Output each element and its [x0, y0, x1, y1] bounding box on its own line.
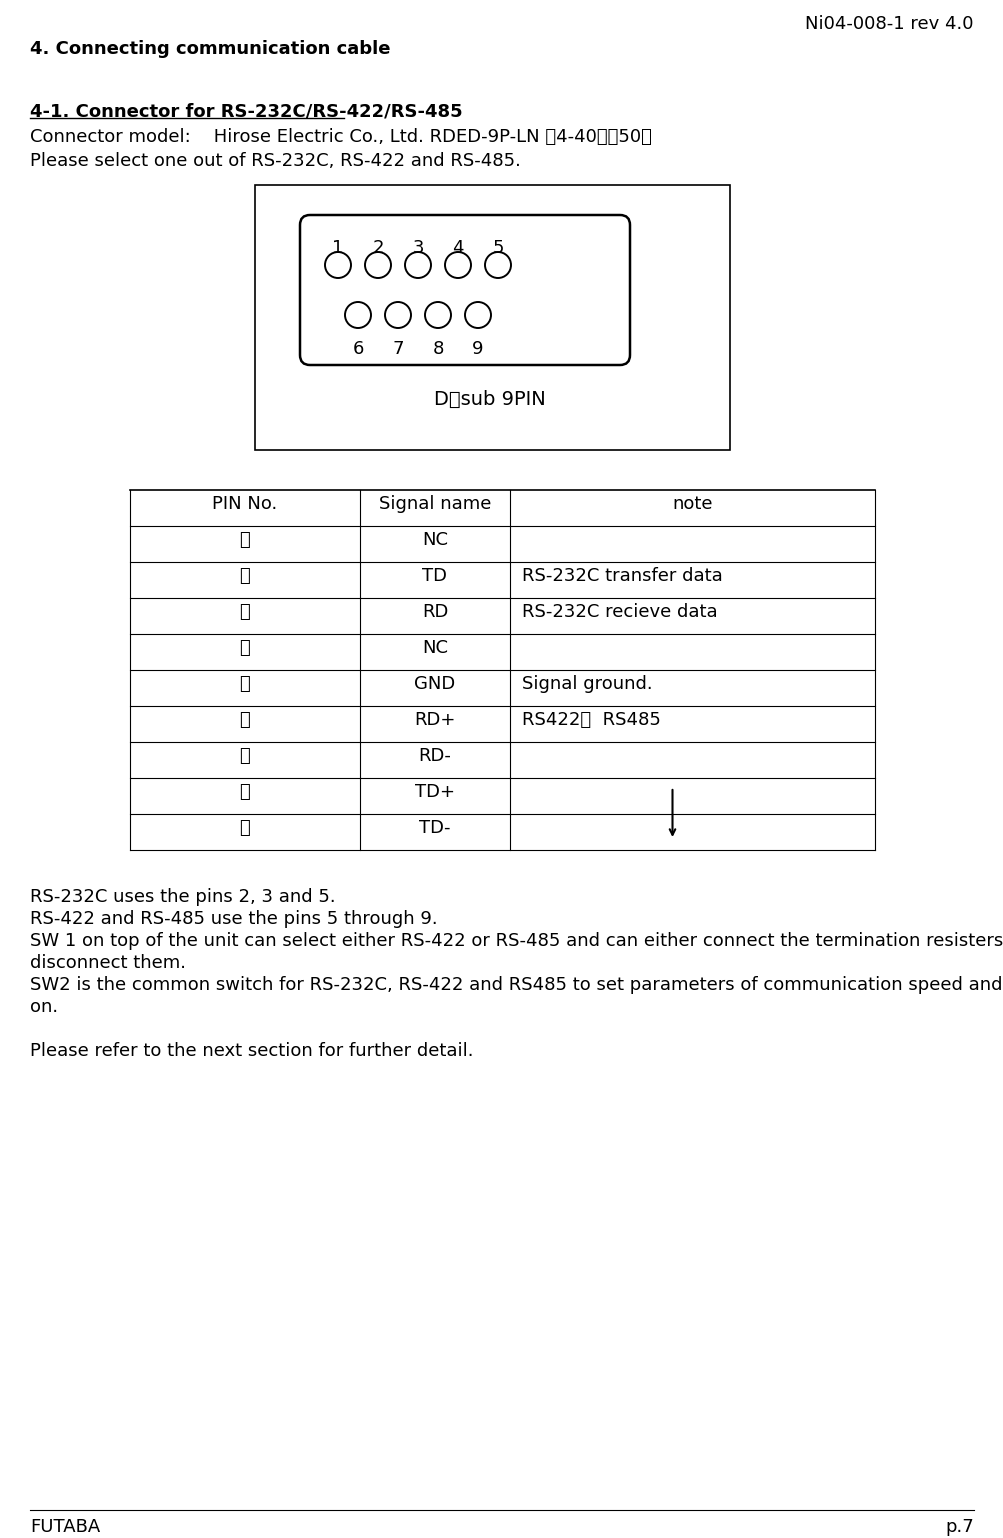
Text: disconnect them.: disconnect them. — [30, 954, 186, 972]
Text: D－sub 9PIN: D－sub 9PIN — [433, 391, 546, 409]
Text: 4: 4 — [451, 238, 463, 257]
Text: SW 1 on top of the unit can select either RS-422 or RS-485 and can either connec: SW 1 on top of the unit can select eithe… — [30, 932, 1003, 950]
Text: TD+: TD+ — [414, 783, 454, 801]
Text: RD+: RD+ — [414, 711, 455, 729]
Text: FUTABA: FUTABA — [30, 1518, 100, 1536]
Text: ２: ２ — [240, 568, 250, 584]
Text: １: １ — [240, 531, 250, 549]
Text: RS-232C uses the pins 2, 3 and 5.: RS-232C uses the pins 2, 3 and 5. — [30, 887, 335, 906]
Text: NC: NC — [421, 531, 447, 549]
Text: Signal ground.: Signal ground. — [522, 675, 652, 694]
Text: RS-232C transfer data: RS-232C transfer data — [522, 568, 722, 584]
Text: ３: ３ — [240, 603, 250, 621]
Text: 4. Connecting communication cable: 4. Connecting communication cable — [30, 40, 390, 58]
Text: RS-422 and RS-485 use the pins 5 through 9.: RS-422 and RS-485 use the pins 5 through… — [30, 910, 437, 927]
Text: 5: 5 — [491, 238, 504, 257]
Circle shape — [384, 301, 410, 328]
Text: ５: ５ — [240, 675, 250, 694]
Text: 6: 6 — [352, 340, 363, 358]
Circle shape — [464, 301, 490, 328]
Circle shape — [424, 301, 450, 328]
Text: RD-: RD- — [418, 747, 451, 764]
Text: 1: 1 — [332, 238, 343, 257]
Text: NC: NC — [421, 638, 447, 657]
Text: Please refer to the next section for further detail.: Please refer to the next section for fur… — [30, 1043, 473, 1060]
Text: SW2 is the common switch for RS-232C, RS-422 and RS485 to set parameters of comm: SW2 is the common switch for RS-232C, RS… — [30, 977, 1003, 994]
Circle shape — [444, 252, 470, 278]
Text: RS422　  RS485: RS422 RS485 — [522, 711, 660, 729]
Text: ６: ６ — [240, 711, 250, 729]
Circle shape — [325, 252, 351, 278]
Text: ９: ９ — [240, 820, 250, 837]
Text: TD: TD — [422, 568, 447, 584]
Text: 3: 3 — [412, 238, 423, 257]
Text: on.: on. — [30, 998, 58, 1017]
Text: RD: RD — [421, 603, 447, 621]
Text: 9: 9 — [471, 340, 483, 358]
Text: ８: ８ — [240, 783, 250, 801]
Text: 4-1. Connector for RS-232C/RS-422/RS-485: 4-1. Connector for RS-232C/RS-422/RS-485 — [30, 102, 462, 120]
Text: p.7: p.7 — [944, 1518, 973, 1536]
Text: note: note — [672, 495, 712, 514]
Text: 8: 8 — [432, 340, 443, 358]
Text: Ni04-008-1 rev 4.0: Ni04-008-1 rev 4.0 — [804, 15, 973, 32]
Text: TD-: TD- — [419, 820, 450, 837]
Text: PIN No.: PIN No. — [213, 495, 278, 514]
FancyBboxPatch shape — [300, 215, 629, 365]
Text: ４: ４ — [240, 638, 250, 657]
Text: 7: 7 — [392, 340, 403, 358]
Circle shape — [365, 252, 390, 278]
Text: Signal name: Signal name — [378, 495, 490, 514]
Circle shape — [345, 301, 371, 328]
Text: 2: 2 — [372, 238, 383, 257]
Text: RS-232C recieve data: RS-232C recieve data — [522, 603, 717, 621]
Circle shape — [484, 252, 511, 278]
Circle shape — [404, 252, 430, 278]
Bar — [255, 185, 729, 451]
Text: ７: ７ — [240, 747, 250, 764]
Text: GND: GND — [414, 675, 455, 694]
Text: Connector model:    Hirose Electric Co., Ltd. RDED-9P-LN （4-40）（50）: Connector model: Hirose Electric Co., Lt… — [30, 128, 651, 146]
Text: Please select one out of RS-232C, RS-422 and RS-485.: Please select one out of RS-232C, RS-422… — [30, 152, 521, 171]
